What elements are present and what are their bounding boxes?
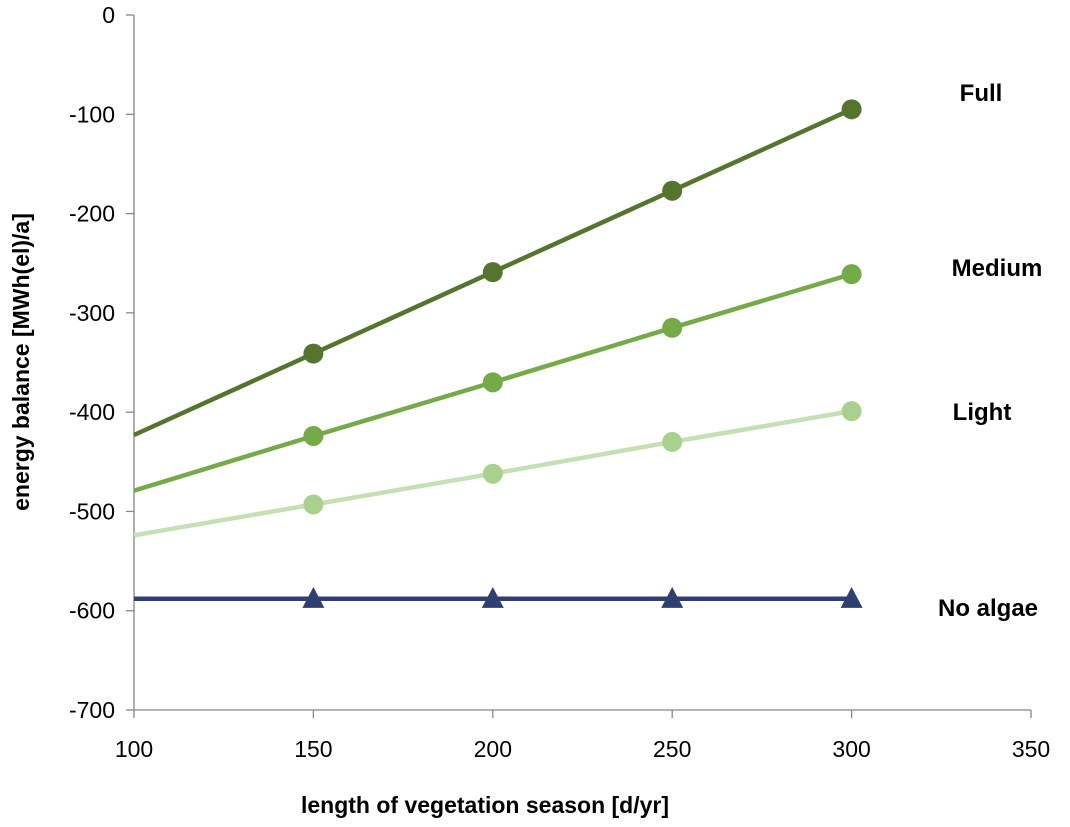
data-point-medium: [482, 372, 503, 393]
data-point-light: [662, 431, 683, 452]
y-tick-label: -300: [69, 300, 115, 326]
x-tick-label: 350: [1012, 736, 1050, 762]
data-point-light: [841, 401, 862, 422]
y-tick-label: 0: [102, 2, 115, 28]
y-tick-label: -100: [69, 101, 115, 127]
x-tick-label: 150: [294, 736, 332, 762]
series-label-medium: Medium: [952, 255, 1043, 282]
data-point-full: [662, 180, 683, 201]
data-point-light: [303, 494, 324, 515]
x-axis-title: length of vegetation season [d/yr]: [301, 792, 669, 818]
data-point-medium: [303, 425, 324, 446]
x-tick-label: 100: [115, 736, 153, 762]
data-point-no-algae: [302, 587, 325, 608]
y-tick-label: -400: [69, 399, 115, 425]
y-tick-label: -200: [69, 201, 115, 227]
y-tick-label: -500: [69, 498, 115, 524]
data-point-medium: [662, 317, 683, 338]
x-tick-label: 250: [653, 736, 691, 762]
y-tick-label: -600: [69, 598, 115, 624]
data-point-no-algae: [481, 587, 504, 608]
data-point-full: [482, 262, 503, 283]
series-label-full: Full: [960, 80, 1003, 107]
y-axis-title: energy balance [MWh(el)/a]: [8, 213, 34, 511]
data-point-medium: [841, 264, 862, 285]
x-tick-label: 200: [474, 736, 512, 762]
y-tick-label: -700: [69, 697, 115, 723]
series-labels: Full Medium Light No algae: [938, 80, 1042, 622]
data-point-no-algae: [661, 587, 684, 608]
series-group: [133, 99, 863, 608]
data-point-full: [841, 99, 862, 120]
series-label-light: Light: [953, 399, 1012, 426]
data-point-light: [482, 463, 503, 484]
data-point-full: [303, 343, 324, 364]
x-tick-label: 300: [832, 736, 870, 762]
data-point-no-algae: [840, 587, 863, 608]
series-label-no-algae: No algae: [938, 595, 1038, 622]
